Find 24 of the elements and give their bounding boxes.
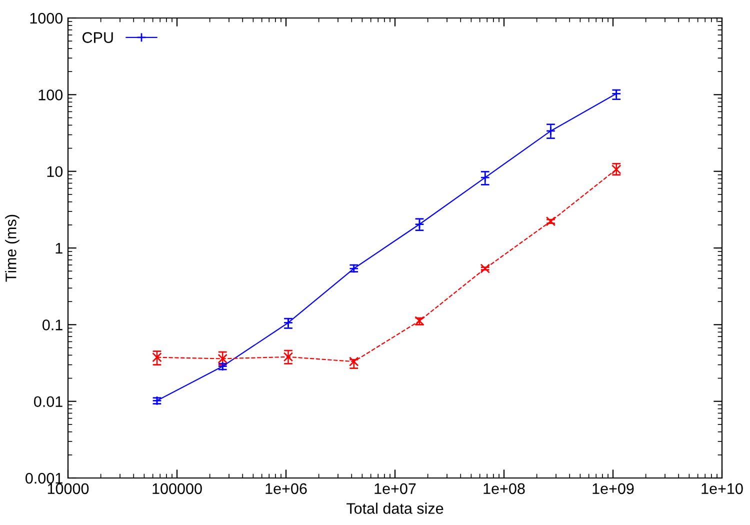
- point: [546, 216, 556, 226]
- y-tick-label: 1000: [30, 12, 63, 24]
- point: [152, 352, 162, 362]
- y-tick-label: 0.1: [42, 320, 62, 330]
- y-tick-label: 100: [38, 90, 63, 100]
- y-tick-label: 1: [56, 243, 62, 254]
- x-tick-label: 1e+07: [374, 483, 416, 494]
- x-tick-label: 1e+10: [702, 483, 743, 494]
- y-tick-label: 0.01: [34, 396, 62, 408]
- x-tick-label: 1e+06: [266, 483, 307, 494]
- point: [349, 356, 359, 366]
- x-tick-label: 1e+08: [484, 483, 525, 494]
- point: [480, 172, 490, 182]
- y-tick-label: 0.001: [26, 472, 62, 484]
- point: [283, 352, 294, 362]
- x-tick-label: 1e+09: [592, 483, 634, 494]
- point: [546, 126, 556, 136]
- legend-label: CPU: [82, 32, 113, 43]
- x-tick-label: 10000: [48, 483, 89, 494]
- x-axis-title: Total data size: [346, 502, 444, 514]
- x-tick-label: 100000: [152, 483, 202, 494]
- y-axis-title: Time (ms): [5, 214, 20, 282]
- y-tick-label: 10: [47, 166, 63, 178]
- point: [480, 264, 490, 274]
